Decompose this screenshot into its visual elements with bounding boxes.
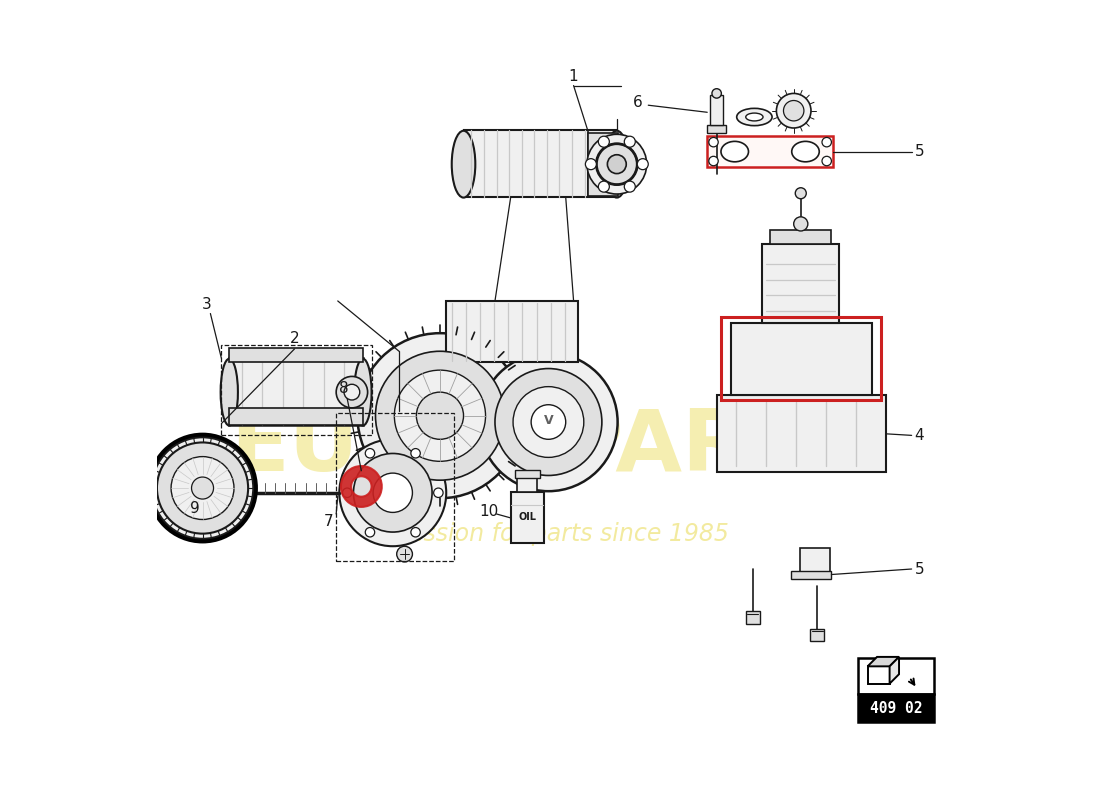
Circle shape [152, 437, 254, 539]
FancyBboxPatch shape [447, 301, 579, 362]
Circle shape [587, 134, 647, 194]
Circle shape [433, 488, 443, 498]
Text: 1: 1 [569, 69, 579, 84]
Circle shape [417, 392, 463, 439]
FancyBboxPatch shape [707, 125, 726, 133]
Circle shape [353, 454, 432, 532]
Circle shape [625, 181, 636, 192]
Circle shape [777, 94, 811, 128]
Circle shape [411, 527, 420, 537]
Text: 5: 5 [915, 144, 924, 159]
Polygon shape [890, 657, 899, 684]
Circle shape [531, 405, 565, 439]
Ellipse shape [746, 113, 763, 121]
FancyBboxPatch shape [791, 571, 832, 579]
FancyBboxPatch shape [229, 348, 363, 362]
Text: 8: 8 [339, 382, 349, 397]
FancyBboxPatch shape [587, 133, 617, 196]
Circle shape [596, 144, 637, 185]
Circle shape [397, 546, 412, 562]
Circle shape [712, 89, 722, 98]
Circle shape [795, 188, 806, 198]
Circle shape [157, 442, 249, 534]
Text: 7: 7 [323, 514, 333, 530]
Circle shape [339, 439, 447, 546]
Circle shape [794, 217, 807, 231]
Polygon shape [707, 136, 833, 167]
Ellipse shape [605, 130, 628, 198]
Text: 9: 9 [190, 501, 199, 516]
Circle shape [375, 351, 505, 480]
Circle shape [365, 449, 375, 458]
Ellipse shape [221, 358, 238, 426]
Circle shape [637, 158, 648, 170]
Text: 2: 2 [289, 331, 299, 346]
FancyBboxPatch shape [711, 95, 723, 125]
FancyBboxPatch shape [730, 323, 871, 395]
Circle shape [344, 384, 360, 400]
FancyBboxPatch shape [517, 478, 538, 492]
Text: OIL: OIL [518, 512, 536, 522]
Ellipse shape [452, 130, 475, 198]
Circle shape [172, 457, 234, 519]
Circle shape [783, 101, 804, 121]
FancyBboxPatch shape [762, 244, 839, 323]
Circle shape [513, 386, 584, 458]
Circle shape [337, 377, 367, 408]
FancyBboxPatch shape [440, 412, 549, 463]
FancyBboxPatch shape [800, 548, 829, 579]
FancyBboxPatch shape [858, 658, 934, 694]
Text: 10: 10 [480, 504, 498, 519]
Circle shape [598, 181, 609, 192]
Text: EUROSPARES: EUROSPARES [231, 406, 869, 489]
Circle shape [365, 527, 375, 537]
Circle shape [373, 473, 412, 513]
Ellipse shape [354, 358, 372, 426]
Circle shape [480, 353, 617, 491]
Text: 3: 3 [201, 297, 211, 311]
Polygon shape [868, 657, 899, 666]
FancyBboxPatch shape [746, 611, 760, 624]
Circle shape [395, 370, 485, 462]
Circle shape [822, 156, 832, 166]
Polygon shape [868, 666, 890, 684]
FancyBboxPatch shape [229, 408, 363, 425]
Ellipse shape [720, 142, 748, 162]
Circle shape [585, 158, 596, 170]
Circle shape [708, 138, 718, 147]
FancyBboxPatch shape [510, 492, 543, 543]
Circle shape [191, 477, 213, 499]
Text: 4: 4 [915, 428, 924, 443]
FancyBboxPatch shape [463, 130, 617, 197]
FancyBboxPatch shape [515, 470, 540, 478]
Wedge shape [341, 466, 382, 507]
Ellipse shape [737, 108, 772, 126]
Circle shape [625, 136, 636, 147]
FancyBboxPatch shape [858, 694, 934, 722]
Circle shape [495, 369, 602, 475]
Circle shape [708, 156, 718, 166]
Circle shape [607, 154, 626, 174]
Text: a passion for parts since 1985: a passion for parts since 1985 [372, 522, 728, 546]
Ellipse shape [792, 142, 820, 162]
Text: 409 02: 409 02 [870, 701, 922, 716]
FancyBboxPatch shape [770, 230, 832, 244]
Circle shape [358, 333, 522, 498]
FancyBboxPatch shape [229, 358, 363, 425]
Circle shape [411, 449, 420, 458]
Circle shape [822, 138, 832, 147]
FancyBboxPatch shape [717, 395, 886, 472]
Circle shape [598, 136, 609, 147]
Text: 6: 6 [634, 95, 642, 110]
Circle shape [342, 488, 352, 498]
Text: 5: 5 [915, 562, 924, 577]
Text: V: V [543, 414, 553, 427]
FancyBboxPatch shape [811, 629, 824, 642]
